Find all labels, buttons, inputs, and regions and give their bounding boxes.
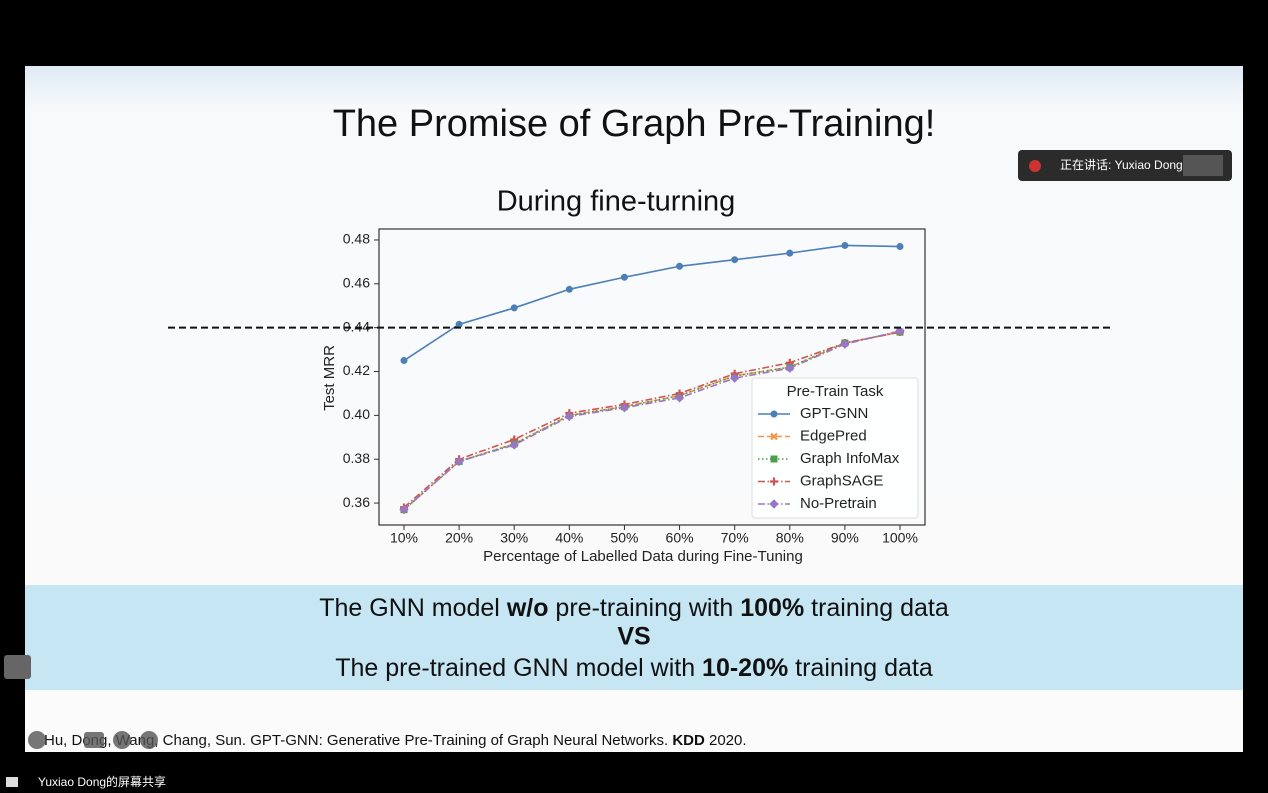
citation: Hu, Dong, Wang, Chang, Sun. GPT-GNN: Gen… bbox=[44, 732, 747, 749]
banner-line: The GNN model w/o pre-training with 100%… bbox=[319, 594, 949, 622]
text-run: The pre-trained GNN model with bbox=[335, 654, 702, 682]
point bbox=[785, 363, 795, 373]
point bbox=[895, 326, 905, 336]
text-run: pre-training with bbox=[548, 594, 740, 622]
point bbox=[770, 477, 778, 486]
point bbox=[841, 241, 849, 249]
series-line bbox=[403, 331, 901, 511]
text-run: 100% bbox=[740, 594, 804, 622]
point bbox=[769, 499, 779, 509]
x-axis-label: Percentage of Labelled Data during Fine-… bbox=[483, 548, 803, 565]
point bbox=[619, 402, 630, 413]
series-line bbox=[403, 244, 901, 362]
grid-button[interactable] bbox=[84, 732, 104, 748]
banner-line: The pre-trained GNN model with 10-20% tr… bbox=[335, 654, 933, 682]
text-run: Hu, Dong, Wang, Chang, Sun. GPT-GNN: Gen… bbox=[44, 732, 672, 749]
y-tick-label: 0.40 bbox=[343, 406, 370, 422]
x-tick-label: 40% bbox=[555, 530, 583, 546]
point bbox=[786, 249, 794, 257]
y-tick-label: 0.38 bbox=[343, 450, 370, 466]
point bbox=[564, 411, 575, 422]
next-button[interactable] bbox=[140, 731, 158, 749]
y-axis-label: Test MRR bbox=[321, 345, 338, 411]
side-menu-button[interactable] bbox=[4, 655, 31, 679]
y-tick-label: 0.42 bbox=[343, 362, 370, 378]
text-run: KDD bbox=[672, 732, 705, 749]
y-tick-label: 0.48 bbox=[343, 231, 370, 247]
text-run: training data bbox=[788, 654, 933, 682]
speaker-avatar bbox=[1183, 155, 1223, 176]
text-run: 2020. bbox=[705, 732, 747, 749]
x-tick-label: 70% bbox=[721, 530, 749, 546]
legend-label: Graph InfoMax bbox=[800, 450, 900, 467]
legend-label: EdgePred bbox=[800, 427, 867, 444]
point bbox=[770, 410, 778, 418]
point bbox=[620, 273, 628, 281]
x-tick-label: 90% bbox=[831, 530, 859, 546]
slide-nav[interactable] bbox=[28, 731, 158, 749]
x-tick-label: 60% bbox=[666, 530, 694, 546]
y-tick-label: 0.36 bbox=[343, 494, 370, 510]
point bbox=[731, 256, 739, 264]
banner-vs: VS bbox=[617, 623, 650, 651]
legend-box bbox=[751, 377, 919, 519]
point bbox=[729, 373, 740, 383]
point bbox=[674, 393, 685, 403]
share-icon bbox=[6, 777, 18, 787]
text-run: The GNN model bbox=[319, 594, 507, 622]
zoom-button[interactable] bbox=[113, 731, 131, 749]
point bbox=[400, 357, 408, 365]
y-tick-label: 0.46 bbox=[343, 275, 370, 291]
legend-label: No-Pretrain bbox=[800, 495, 877, 512]
point bbox=[565, 285, 573, 293]
point bbox=[770, 455, 778, 463]
point bbox=[455, 320, 463, 328]
point bbox=[454, 456, 464, 467]
x-tick-label: 100% bbox=[882, 530, 918, 546]
x-tick-label: 20% bbox=[445, 530, 473, 546]
series bbox=[400, 241, 904, 365]
series-line bbox=[403, 331, 901, 509]
speaker-pill bbox=[1018, 150, 1232, 181]
text-run: w/o bbox=[506, 594, 549, 622]
prev-button[interactable] bbox=[28, 731, 46, 749]
plot-frame bbox=[378, 228, 926, 526]
text-run: 10-20% bbox=[702, 654, 788, 682]
point bbox=[840, 339, 850, 349]
mic-icon bbox=[1029, 160, 1041, 172]
point bbox=[399, 504, 409, 515]
point bbox=[509, 440, 519, 450]
x-tick-label: 10% bbox=[390, 530, 418, 546]
series-line bbox=[403, 330, 901, 511]
banner bbox=[25, 585, 1243, 690]
legend-label: GraphSAGE bbox=[800, 472, 883, 489]
x-tick-label: 80% bbox=[776, 530, 804, 546]
chart-title: During fine-turning bbox=[497, 186, 736, 218]
slide-title: The Promise of Graph Pre-Training! bbox=[333, 103, 936, 145]
point bbox=[896, 243, 904, 251]
series bbox=[399, 326, 905, 515]
legend-title: Pre-Train Task bbox=[787, 383, 884, 400]
x-tick-label: 30% bbox=[500, 530, 528, 546]
series-line bbox=[403, 331, 901, 511]
text-run: training data bbox=[804, 594, 949, 622]
x-tick-label: 50% bbox=[610, 530, 638, 546]
share-label: Yuxiao Dong的屏幕共享 bbox=[38, 774, 166, 789]
point bbox=[510, 304, 518, 312]
point bbox=[676, 262, 684, 270]
legend-label: GPT-GNN bbox=[800, 405, 868, 422]
y-tick-label: 0.44 bbox=[343, 318, 370, 334]
point bbox=[770, 432, 778, 441]
speaker-label: 正在讲话: Yuxiao Dong; bbox=[1060, 157, 1186, 172]
